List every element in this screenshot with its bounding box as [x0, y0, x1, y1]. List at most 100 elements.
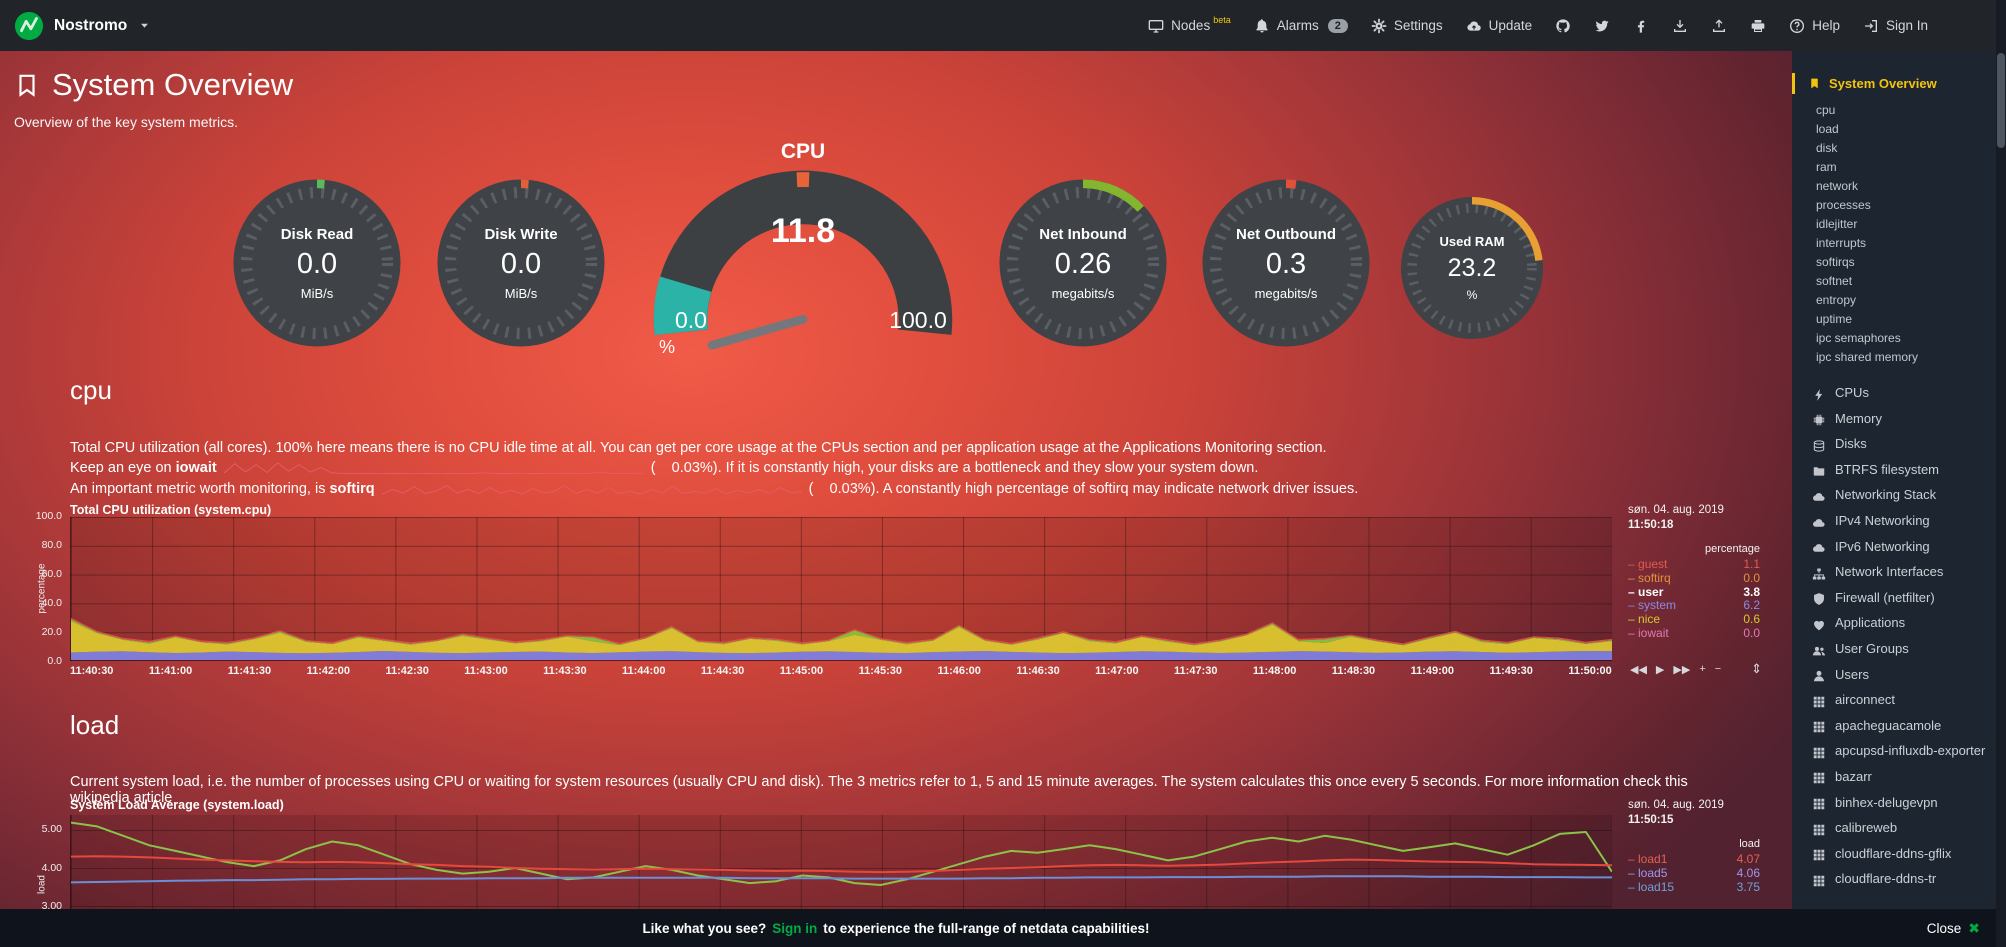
settings-button[interactable]: Settings — [1371, 18, 1443, 34]
sidebar-item-network-interfaces[interactable]: Network Interfaces — [1792, 559, 2006, 585]
sidebar-subitem[interactable]: ram — [1816, 160, 1837, 174]
node-selector[interactable]: Nostromo — [14, 11, 150, 41]
resize-handle[interactable]: ⇕ — [1751, 661, 1762, 676]
github-button[interactable] — [1555, 18, 1571, 34]
gauge-title: CPU — [780, 140, 826, 163]
sidebar-subitem[interactable]: network — [1816, 179, 1859, 193]
pan-forward-button[interactable]: ▶▶ — [1673, 663, 1691, 676]
github-icon — [1555, 18, 1571, 34]
sidebar-subitem[interactable]: ipc semaphores — [1816, 331, 1901, 345]
sidebar-item-users[interactable]: Users — [1792, 662, 2006, 688]
legend-item[interactable]: guest 1.1 — [1628, 557, 1760, 572]
legend-item[interactable]: user 3.8 — [1628, 585, 1760, 600]
gauge-net-inbound[interactable]: Net Inbound 0.26 megabits/s — [996, 176, 1170, 350]
zoom-out-button[interactable]: − — [1714, 663, 1722, 675]
sidebar-subitem[interactable]: idlejitter — [1816, 217, 1858, 231]
gauge-title: Disk Read — [280, 225, 354, 243]
zoom-in-button[interactable]: + — [1699, 663, 1706, 675]
users-icon — [1812, 644, 1826, 658]
close-icon: ✖ — [1968, 919, 1980, 936]
gauge-used-ram[interactable]: Used RAM 23.2 % — [1398, 194, 1546, 342]
sidebar-item-apcupsd-influxdb-exporter[interactable]: apcupsd-influxdb-exporter — [1792, 738, 2006, 764]
nodes-button[interactable]: Nodes beta — [1148, 15, 1231, 34]
sidebar-item-ipv4-networking[interactable]: IPv4 Networking — [1792, 508, 2006, 534]
help-button[interactable]: Help — [1789, 18, 1840, 34]
sidebar-item-cloudflare-ddns-gflix[interactable]: cloudflare-ddns-gflix — [1792, 841, 2006, 867]
legend-item[interactable]: nice 0.6 — [1628, 612, 1760, 627]
sitemap-icon — [1812, 567, 1826, 581]
softirq-sparkline[interactable] — [381, 480, 802, 495]
sidebar-item-binhex-delugevpn[interactable]: binhex-delugevpn — [1792, 790, 2006, 816]
sidebar-item-calibreweb[interactable]: calibreweb — [1792, 815, 2006, 841]
gauge-cpu[interactable]: CPU 11.8 0.0 100.0 % — [653, 140, 953, 360]
sidebar-subitem[interactable]: uptime — [1816, 312, 1853, 326]
page-subtitle: Overview of the key system metrics. — [14, 114, 239, 130]
sidebar-item-airconnect[interactable]: airconnect — [1792, 687, 2006, 713]
gauge-net-outbound[interactable]: Net Outbound 0.3 megabits/s — [1199, 176, 1373, 350]
sidebar-subitem[interactable]: processes — [1816, 198, 1871, 212]
cpu-chart-plot[interactable] — [70, 517, 1612, 661]
bookmark-icon — [14, 72, 40, 98]
signin-button[interactable]: Sign In — [1863, 18, 1928, 34]
user-icon — [1812, 669, 1826, 683]
sidebar-item-system-overview[interactable]: System Overview — [1792, 73, 2006, 94]
sidebar-item-apacheguacamole[interactable]: apacheguacamole — [1792, 713, 2006, 739]
sidebar-item-user-groups[interactable]: User Groups — [1792, 636, 2006, 662]
legend-item[interactable]: load1 4.07 — [1628, 852, 1760, 867]
sidebar-subitem[interactable]: softnet — [1816, 274, 1853, 288]
gauge-unit: megabits/s — [1254, 285, 1318, 301]
y-tick: 20.0 — [41, 626, 62, 638]
page-header: System Overview Overview of the key syst… — [14, 67, 293, 130]
sidebar-item-memory[interactable]: Memory — [1792, 406, 2006, 432]
sidebar-item-networking-stack[interactable]: Networking Stack — [1792, 482, 2006, 508]
y-axis-ticks: 100.0 80.0 60.0 40.0 20.0 0.0 — [0, 510, 62, 668]
legend-item[interactable]: iowait 0.0 — [1628, 626, 1760, 641]
gear-icon — [1371, 18, 1387, 34]
sidebar-subitem[interactable]: entropy — [1816, 293, 1857, 307]
sidebar-item-firewall[interactable]: Firewall (netfilter) — [1792, 585, 2006, 611]
x-tick: 11:50:00 — [1568, 665, 1612, 677]
legend-item[interactable]: system 6.2 — [1628, 599, 1760, 613]
legend-item[interactable]: load15 3.75 — [1628, 880, 1760, 895]
sidebar-item-ipv6-networking[interactable]: IPv6 Networking — [1792, 534, 2006, 560]
pan-backward-button[interactable]: ◀◀ — [1630, 663, 1647, 676]
sidebar-item-cpus[interactable]: CPUs — [1792, 380, 2006, 406]
cpu-paragraph-3: An important metric worth monitoring, is… — [70, 480, 1359, 497]
sidebar-item-btrfs-filesystem[interactable]: BTRFS filesystem — [1792, 457, 2006, 483]
grid-icon — [1812, 720, 1826, 734]
section-heading-load[interactable]: load — [70, 710, 120, 740]
legend-item[interactable]: softirq 0.0 — [1628, 571, 1760, 586]
close-button[interactable]: Close ✖ — [1926, 919, 1980, 936]
legend-item[interactable]: load5 4.06 — [1628, 866, 1760, 881]
caret-down-icon — [139, 20, 150, 31]
y-tick: 60.0 — [41, 568, 62, 580]
gauge-dial — [233, 179, 401, 347]
sidebar-subitem[interactable]: interrupts — [1816, 236, 1867, 250]
scrollbar-thumb[interactable] — [1997, 53, 2005, 148]
import-button[interactable] — [1672, 18, 1688, 34]
x-tick: 11:48:00 — [1252, 665, 1297, 677]
play-button[interactable]: ▶ — [1655, 663, 1665, 676]
iowait-sparkline[interactable] — [223, 459, 644, 475]
twitter-button[interactable] — [1594, 18, 1610, 34]
sidebar-subitem[interactable]: ipc shared memory — [1816, 350, 1919, 364]
facebook-button[interactable] — [1633, 18, 1649, 34]
sidebar-subitem[interactable]: cpu — [1816, 103, 1836, 117]
export-button[interactable] — [1711, 18, 1727, 34]
sidebar-item-cloudflare-ddns-tr[interactable]: cloudflare-ddns-tr — [1792, 866, 2006, 892]
update-button[interactable]: Update — [1466, 18, 1532, 34]
sidebar-subitem[interactable]: disk — [1816, 141, 1838, 155]
page-title: System Overview — [52, 67, 294, 102]
gauge-disk-read[interactable]: Disk Read 0.0 MiB/s — [230, 176, 404, 350]
sidebar-subitem[interactable]: load — [1816, 122, 1839, 136]
section-heading-cpu[interactable]: cpu — [70, 375, 112, 405]
netdata-logo-icon — [14, 11, 44, 41]
sidebar-item-bazarr[interactable]: bazarr — [1792, 764, 2006, 790]
sidebar-item-applications[interactable]: Applications — [1792, 610, 2006, 636]
alarms-button[interactable]: Alarms 2 — [1254, 18, 1348, 34]
sidebar-subitem[interactable]: softirqs — [1816, 255, 1855, 269]
sign-in-link[interactable]: Sign in — [772, 920, 818, 936]
sidebar-item-disks[interactable]: Disks — [1792, 431, 2006, 457]
print-button[interactable] — [1750, 18, 1766, 34]
gauge-disk-write[interactable]: Disk Write 0.0 MiB/s — [434, 176, 608, 350]
